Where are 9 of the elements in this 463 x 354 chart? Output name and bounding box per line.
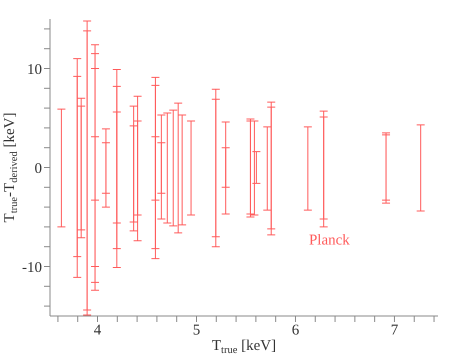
- x-tick-label: 4: [94, 322, 102, 339]
- y-tick-label: 10: [27, 62, 42, 78]
- y-tick-label: 0: [34, 160, 42, 177]
- x-tick-label: 5: [192, 322, 200, 339]
- y-tick-label: -10: [22, 260, 42, 276]
- x-tick-label: 6: [292, 322, 300, 339]
- x-axis-title: T$_{true}$ [keV]: [212, 338, 276, 354]
- x-tick-label: 7: [390, 322, 399, 339]
- annotation: Planck: [308, 232, 350, 249]
